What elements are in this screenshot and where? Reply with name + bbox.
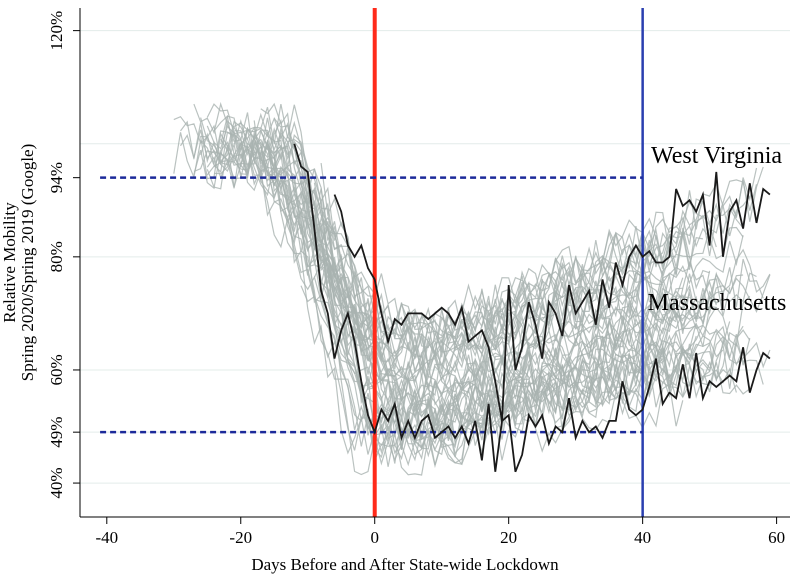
state-line: [260, 130, 731, 463]
labels: -40 -20 0 20 40 60 40% 49% 60% 80% 94% 120% Days Bef…: [0, 11, 786, 574]
y-tick-label: 94%: [47, 162, 66, 193]
state-line: [173, 131, 704, 352]
y-axis-title-line: Spring 2020/Spring 2019 (Google): [18, 144, 37, 382]
state-line: [260, 146, 683, 366]
state-line: [193, 101, 711, 369]
y-tick-label: 60%: [47, 354, 66, 385]
x-tick-label: -20: [229, 528, 252, 547]
state-line: [314, 166, 764, 363]
x-tick-label: -40: [95, 528, 118, 547]
highlighted-state-lines: [293, 143, 771, 473]
annotation-west-virginia: West Virginia: [651, 143, 782, 169]
series-massachusetts: [293, 143, 771, 473]
state-line: [200, 130, 684, 402]
x-tick-label: 60: [768, 528, 785, 547]
series-west-virginia: [333, 171, 771, 422]
x-axis-title: Days Before and After State-wide Lockdow…: [251, 555, 559, 574]
x-tick-label: 0: [370, 528, 379, 547]
x-tick-label: 40: [634, 528, 651, 547]
state-line: [320, 202, 711, 437]
state-line: [240, 140, 771, 361]
y-tick-label: 49%: [47, 417, 66, 448]
gridlines: [80, 30, 790, 484]
annotation-massachusetts: Massachusetts: [648, 290, 787, 316]
state-line: [206, 125, 744, 451]
y-tick-label: 120%: [47, 11, 66, 51]
x-tick-label: 20: [500, 528, 517, 547]
state-line: [213, 114, 717, 476]
state-line: [206, 137, 751, 406]
state-line: [234, 120, 691, 464]
state-line: [273, 117, 704, 346]
state-line: [179, 129, 677, 358]
y-tick-label: 80%: [47, 241, 66, 272]
state-line: [200, 117, 697, 414]
y-axis-title-line: Relative Mobility: [0, 202, 19, 323]
axes: [73, 8, 790, 524]
state-line: [320, 273, 677, 450]
y-tick-label: 40%: [47, 467, 66, 498]
